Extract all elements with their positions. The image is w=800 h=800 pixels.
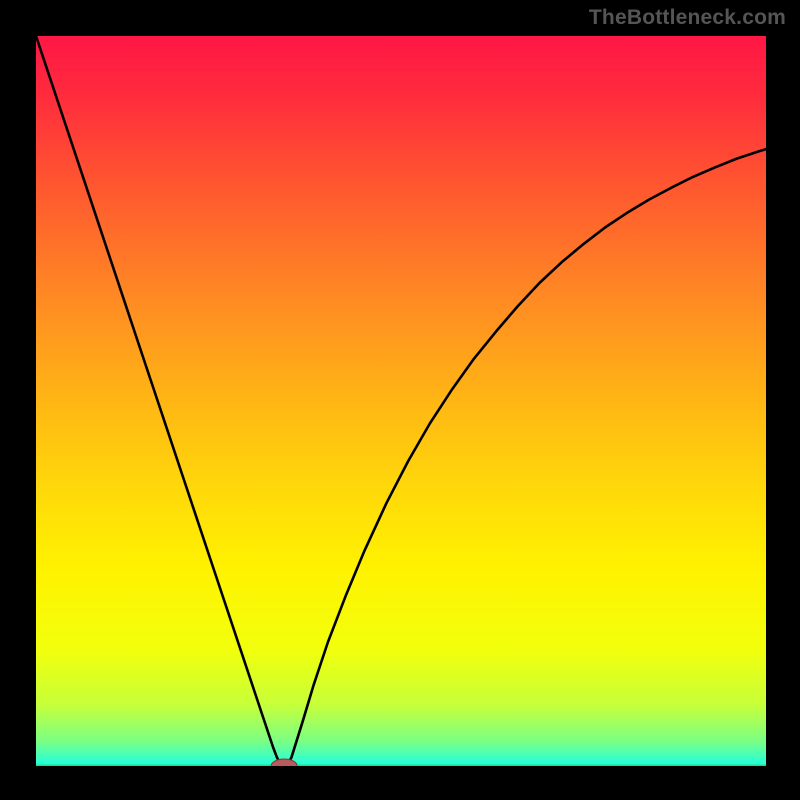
plot-svg <box>36 36 766 766</box>
plot-area <box>36 36 766 766</box>
chart-container: TheBottleneck.com <box>0 0 800 800</box>
watermark-text: TheBottleneck.com <box>589 6 786 30</box>
gradient-background <box>36 36 766 766</box>
